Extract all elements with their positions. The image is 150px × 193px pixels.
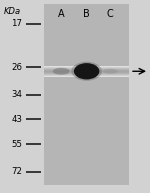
Ellipse shape: [71, 62, 102, 81]
Text: 55: 55: [11, 140, 22, 149]
Text: A: A: [58, 9, 64, 19]
Text: 34: 34: [11, 91, 22, 99]
Text: 72: 72: [11, 168, 22, 176]
Text: 43: 43: [11, 114, 22, 124]
Ellipse shape: [103, 69, 118, 74]
Text: B: B: [83, 9, 90, 19]
Ellipse shape: [53, 68, 70, 75]
Ellipse shape: [74, 63, 99, 80]
Text: C: C: [107, 9, 114, 19]
Text: KDa: KDa: [4, 7, 21, 16]
Text: 17: 17: [11, 19, 22, 28]
Text: 26: 26: [11, 63, 22, 72]
